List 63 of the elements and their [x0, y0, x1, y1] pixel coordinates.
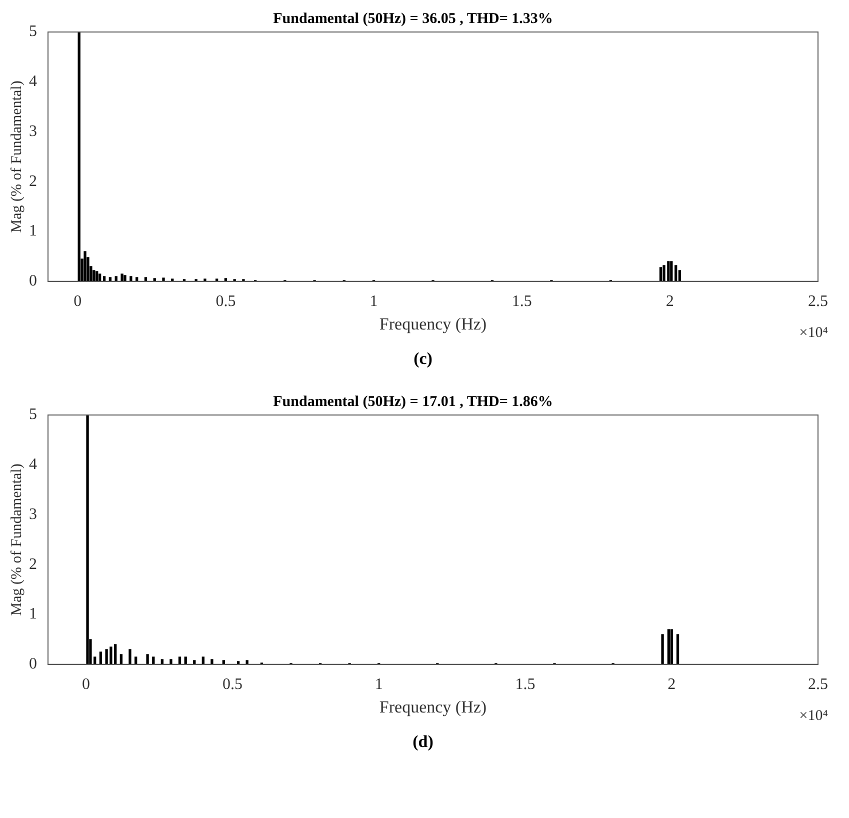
- bar: [98, 274, 102, 282]
- y-tick-label: 2: [29, 172, 37, 190]
- y-tick-label: 5: [29, 406, 37, 424]
- x-axis-title: Frequency (Hz): [379, 697, 487, 716]
- x-tick-label: 2: [666, 293, 674, 310]
- bar: [78, 32, 80, 282]
- bar: [667, 629, 670, 664]
- y-tick-label: 3: [29, 506, 37, 523]
- bar: [92, 270, 96, 282]
- y-tick-label: 1: [29, 222, 37, 240]
- x-tick-label: 1: [370, 293, 378, 310]
- x-tick-label: 0.5: [222, 676, 242, 694]
- text: (c): [412, 349, 434, 369]
- y-tick-label: 1: [29, 606, 37, 623]
- text: (d): [412, 732, 434, 752]
- bar: [162, 278, 165, 282]
- text: ×10⁴: [799, 325, 828, 341]
- y-tick-label: 0: [29, 272, 37, 290]
- y-tick-label: 4: [29, 456, 37, 474]
- bar: [661, 634, 664, 664]
- bar: [84, 251, 86, 282]
- x-axis-title: Frequency (Hz): [379, 314, 487, 334]
- x-tick-label: 2.5: [808, 676, 828, 694]
- y-tick-label: 5: [29, 23, 37, 40]
- y-axis-title: Mag (% of Fundamental): [8, 464, 25, 616]
- x-tick-label: 2: [668, 676, 676, 694]
- chart-title: Fundamental (50Hz) = 36.05 , THD= 1.33%: [273, 10, 553, 27]
- bar: [659, 267, 662, 282]
- bar: [146, 654, 149, 664]
- y-axis-title: Mag (% of Fundamental): [8, 80, 25, 233]
- bar: [670, 261, 673, 282]
- x-tick-label: 0: [82, 676, 90, 694]
- bar: [170, 659, 172, 664]
- bar: [202, 656, 204, 664]
- x-tick-label: 1.5: [515, 676, 536, 694]
- bar: [120, 654, 123, 664]
- bar: [210, 659, 214, 664]
- y-tick-label: 4: [29, 73, 37, 90]
- bar: [184, 656, 187, 664]
- y-tick-label: 3: [29, 122, 37, 140]
- x-tick-label: 0.5: [216, 293, 236, 310]
- bar: [676, 634, 680, 664]
- bar: [670, 629, 673, 664]
- bar: [134, 656, 138, 664]
- bar: [674, 265, 678, 282]
- bar: [99, 652, 102, 664]
- x-tick-label: 0: [74, 293, 82, 310]
- bar: [124, 275, 126, 282]
- bar: [204, 278, 206, 282]
- bar: [86, 415, 89, 664]
- chart-title: Fundamental (50Hz) = 17.01 , THD= 1.86%: [273, 394, 553, 410]
- y-tick-label: 0: [29, 656, 37, 673]
- bar: [120, 274, 124, 282]
- bar: [152, 656, 155, 664]
- bar: [96, 271, 98, 282]
- x-tick-label: 2.5: [808, 293, 828, 310]
- bar: [130, 276, 132, 282]
- y-tick-label: 2: [29, 556, 37, 573]
- x-tick-label: 1: [374, 676, 383, 694]
- text: ×10⁴: [799, 708, 828, 724]
- bar: [178, 656, 182, 664]
- bar: [128, 649, 132, 664]
- x-tick-label: 1.5: [512, 293, 532, 310]
